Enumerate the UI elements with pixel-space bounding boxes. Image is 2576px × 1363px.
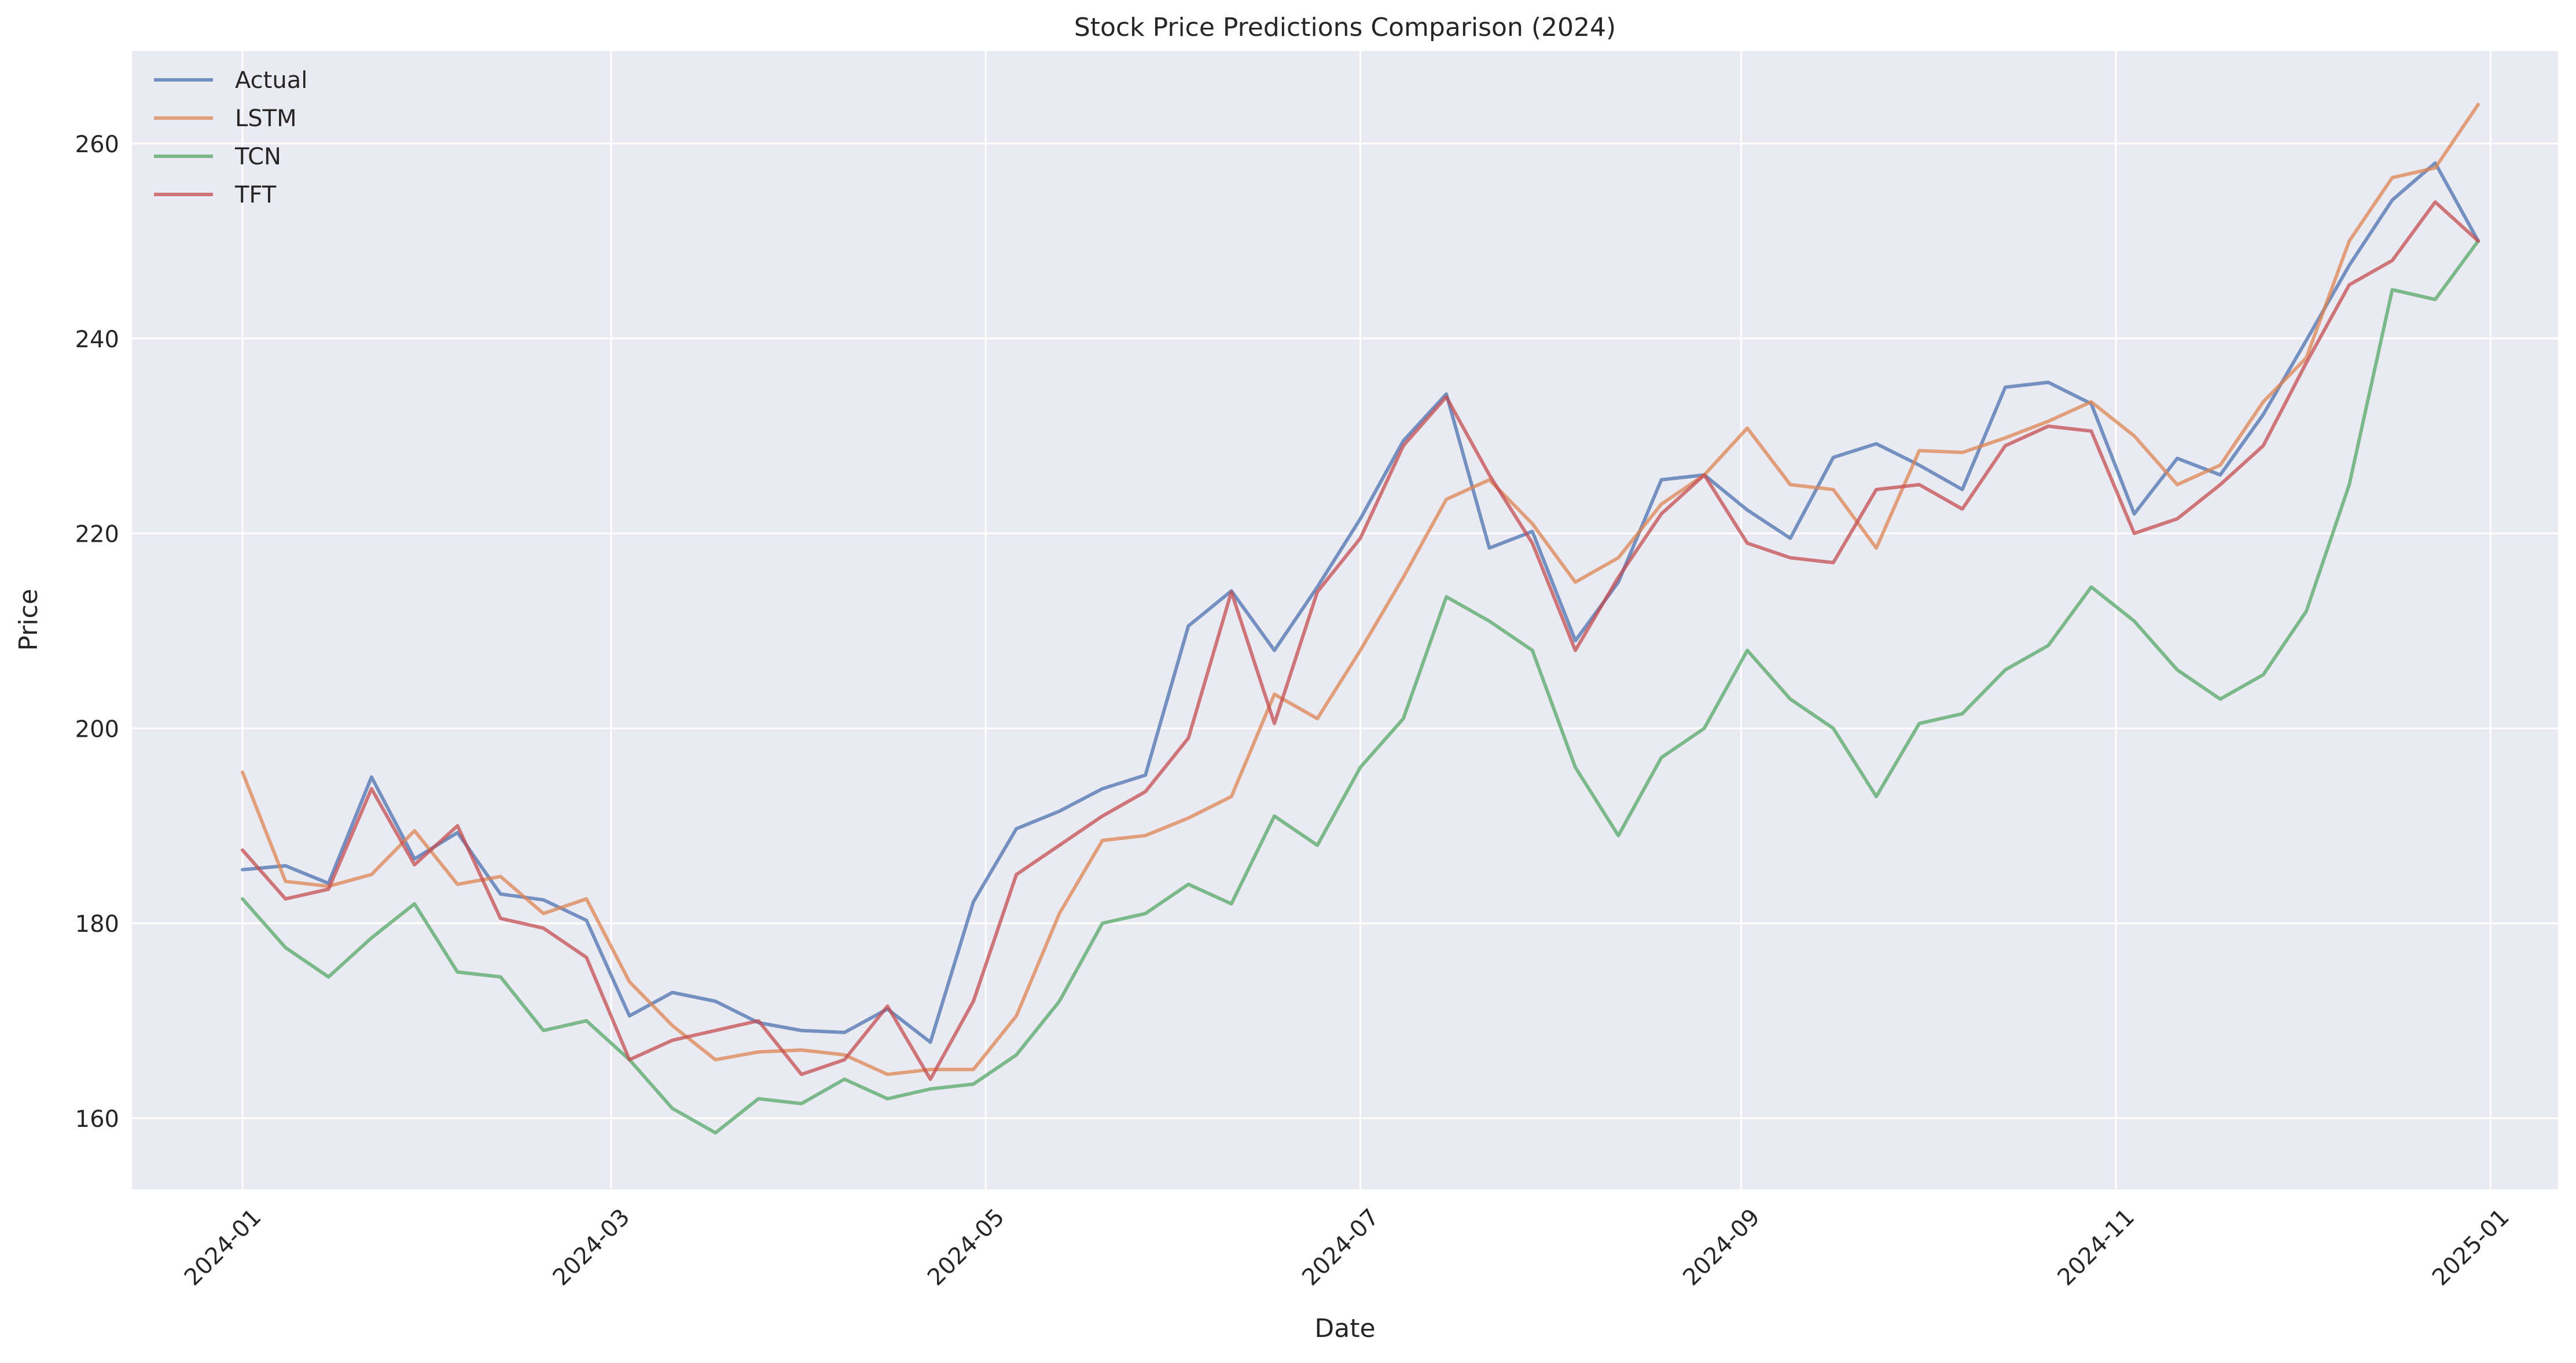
- y-tick-label: 160: [75, 1106, 119, 1133]
- legend-label-lstm: LSTM: [235, 105, 297, 132]
- series-line-tft: [241, 200, 2480, 1081]
- legend: Actual LSTM TCN TFT: [154, 67, 307, 208]
- series-line-actual: [241, 161, 2480, 1044]
- legend-label-tcn: TCN: [234, 144, 281, 170]
- chart-title: Stock Price Predictions Comparison (2024…: [1074, 13, 1616, 42]
- x-axis-label: Date: [1314, 1314, 1375, 1343]
- plot-area: [132, 51, 2558, 1189]
- y-tick-label: 260: [75, 131, 119, 158]
- y-axis-label: Price: [14, 589, 43, 651]
- series-line-lstm: [241, 102, 2480, 1077]
- y-tick-label: 200: [75, 716, 119, 743]
- legend-label-actual: Actual: [235, 67, 307, 94]
- y-tick-label: 180: [75, 911, 119, 938]
- y-tick-label: 220: [75, 521, 119, 548]
- legend-label-tft: TFT: [234, 182, 277, 208]
- y-tick-label: 240: [75, 326, 119, 353]
- grid-layer: [132, 51, 2558, 1189]
- series-layer: [241, 102, 2480, 1135]
- series-line-tcn: [241, 239, 2480, 1135]
